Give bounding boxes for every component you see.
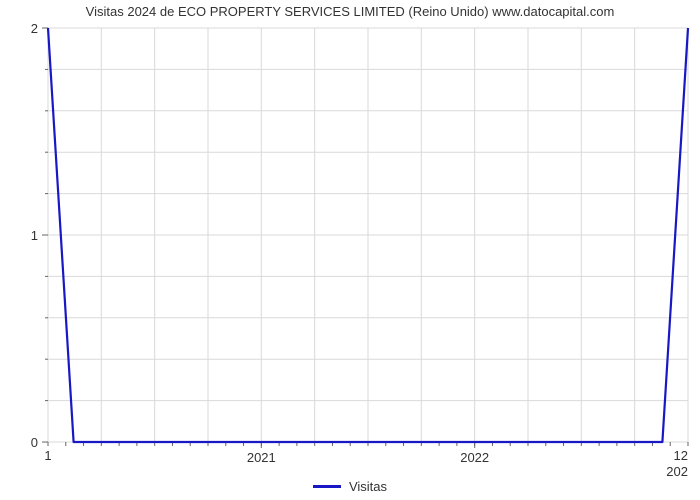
svg-text:1: 1 — [44, 448, 51, 463]
chart-title: Visitas 2024 de ECO PROPERTY SERVICES LI… — [0, 4, 700, 19]
gridlines — [48, 28, 688, 442]
plot-area: 01211220220212022 — [8, 26, 692, 482]
legend-label: Visitas — [349, 479, 387, 494]
legend-item: Visitas — [313, 479, 387, 494]
svg-text:0: 0 — [31, 435, 38, 450]
svg-text:2022: 2022 — [460, 450, 489, 465]
svg-text:2021: 2021 — [247, 450, 276, 465]
axis-labels: 01211220220212022 — [31, 21, 688, 479]
axis-ticks — [42, 28, 688, 448]
svg-text:1: 1 — [31, 228, 38, 243]
chart-container: { "chart": { "type": "line", "title": "V… — [0, 0, 700, 500]
legend-swatch — [313, 485, 341, 488]
svg-text:2: 2 — [31, 21, 38, 36]
svg-text:12: 12 — [674, 448, 688, 463]
legend: Visitas — [0, 475, 700, 494]
